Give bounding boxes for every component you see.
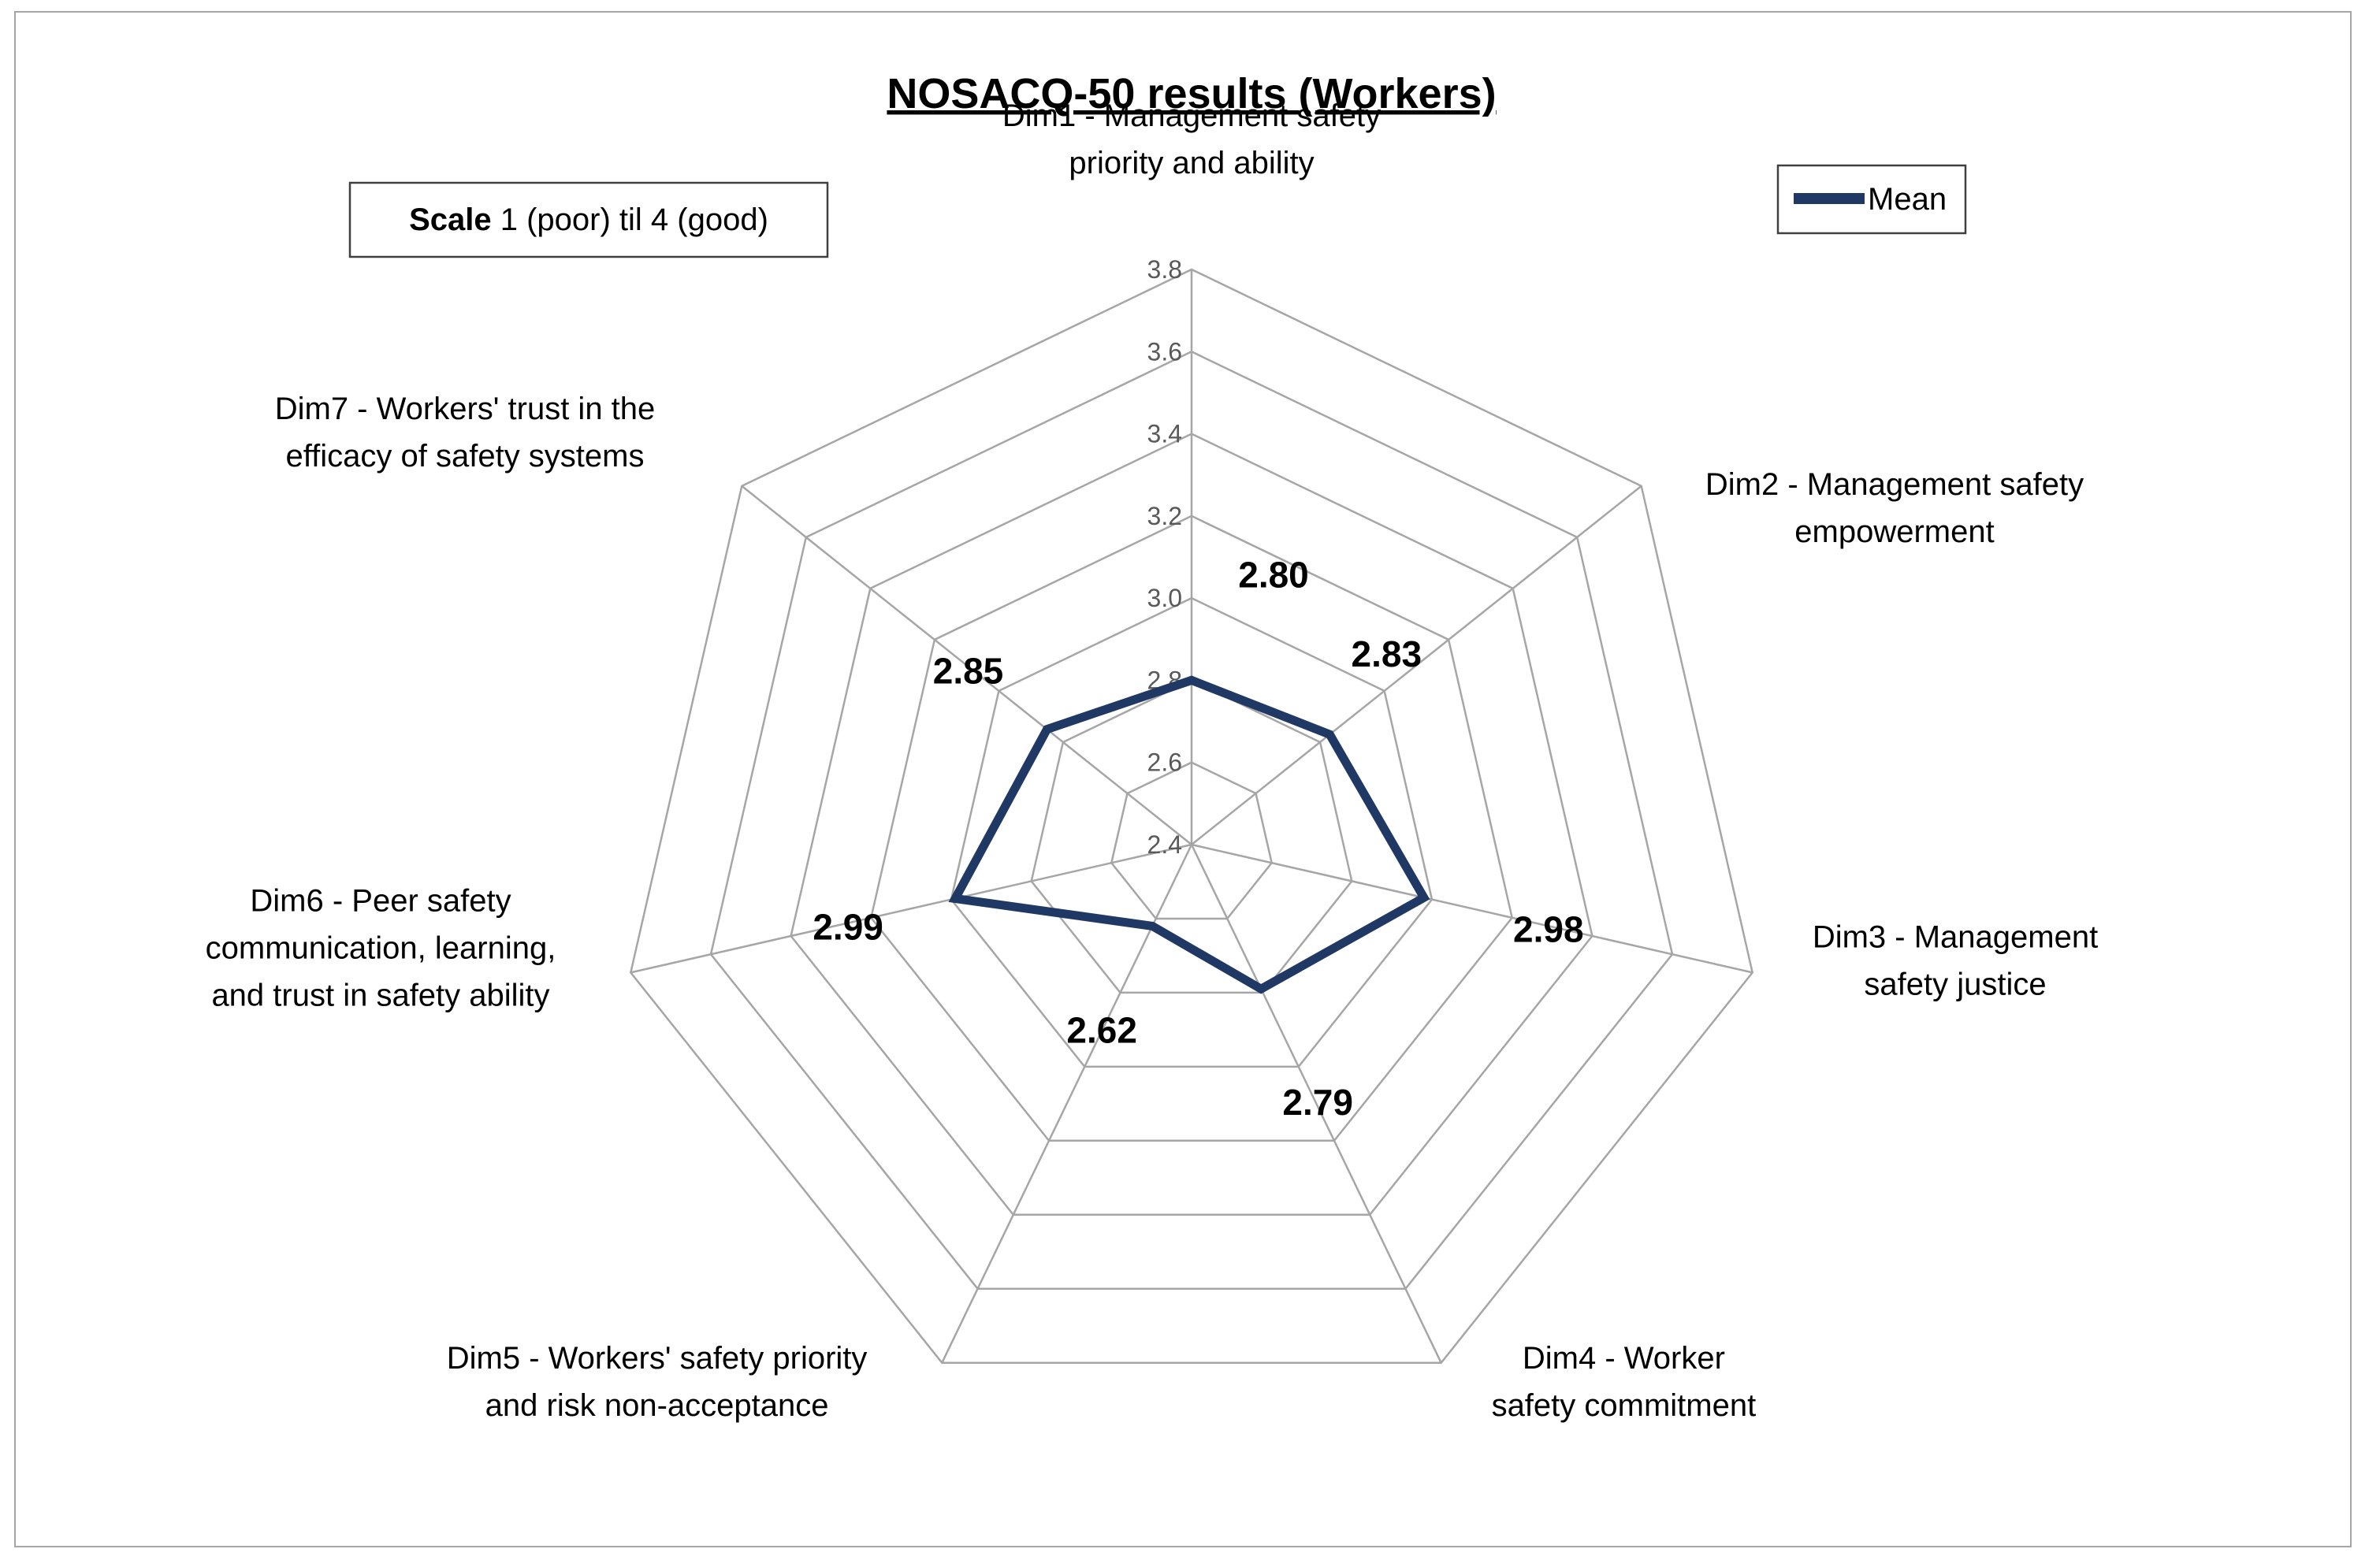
data-labels: 2.80 2.83 2.98 2.79 2.62 2.99 2.85 bbox=[813, 554, 1583, 1123]
data-label-dim4: 2.79 bbox=[1282, 1082, 1353, 1123]
tick-label-3.8: 3.8 bbox=[1147, 255, 1182, 284]
data-point-dim4 bbox=[1258, 986, 1265, 993]
axis-label-dim1-line1: Dim1 - Management safety bbox=[1002, 98, 1381, 133]
chart-frame bbox=[14, 11, 2352, 1547]
spoke-dim6 bbox=[630, 843, 1192, 974]
grid-ring-2.8 bbox=[1030, 679, 1353, 994]
axis-label-dim5-line2: and risk non-acceptance bbox=[485, 1388, 829, 1423]
axis-label-dim4-line1: Dim4 - Worker bbox=[1523, 1341, 1725, 1376]
axis-label-dim5-line1: Dim5 - Workers' safety priority bbox=[447, 1341, 868, 1376]
tick-label-3.6: 3.6 bbox=[1147, 337, 1182, 366]
tick-label-3.4: 3.4 bbox=[1147, 420, 1182, 448]
axis-label-dim1-line2: priority and ability bbox=[1069, 146, 1314, 180]
grid-ring-3.4 bbox=[790, 433, 1593, 1216]
data-label-dim2: 2.83 bbox=[1352, 633, 1422, 674]
spoke-dim5 bbox=[941, 844, 1193, 1364]
series-group bbox=[948, 675, 1430, 994]
axis-label-dim2-line1: Dim2 - Management safety bbox=[1705, 467, 2084, 502]
grid-ring-2.6 bbox=[1110, 761, 1274, 920]
scale-note-text: Scale 1 (poor) til 4 (good) bbox=[409, 202, 768, 237]
data-point-dim5 bbox=[1149, 923, 1156, 930]
axis-label-dim3-line2: safety justice bbox=[1864, 968, 2046, 1002]
axis-label-dim2: Dim2 - Management safety empowerment bbox=[1705, 467, 2084, 549]
legend-label-mean: Mean bbox=[1868, 182, 1947, 217]
tick-label-3.2: 3.2 bbox=[1147, 502, 1182, 530]
axis-label-dim4: Dim4 - Worker safety commitment bbox=[1492, 1341, 1757, 1423]
axis-label-dim6: Dim6 - Peer safety communication, learnin… bbox=[206, 884, 556, 1013]
scale-note-box bbox=[348, 181, 829, 258]
axis-label-dim6-line3: and trust in safety ability bbox=[211, 979, 549, 1013]
data-label-dim5: 2.62 bbox=[1066, 1009, 1137, 1050]
series-mean bbox=[948, 675, 1430, 994]
scale-note-bold: Scale bbox=[409, 202, 492, 237]
tick-label-3.0: 3.0 bbox=[1147, 584, 1182, 612]
axis-label-dim4-line2: safety commitment bbox=[1492, 1388, 1757, 1423]
grid-ring-3.0 bbox=[950, 596, 1434, 1068]
spoke-dim7 bbox=[741, 485, 1192, 845]
data-point-dim3 bbox=[1420, 894, 1427, 901]
grid-ring-3.8 bbox=[629, 268, 1754, 1364]
data-label-dim7: 2.85 bbox=[933, 651, 1004, 692]
legend[interactable]: Mean bbox=[1776, 164, 1967, 235]
axis-label-dim3-line1: Dim3 - Management bbox=[1813, 920, 2098, 955]
axis-label-dim7-line1: Dim7 - Workers' trust in the bbox=[275, 392, 656, 426]
data-point-dim1 bbox=[1188, 677, 1195, 684]
spoke-dim2 bbox=[1191, 485, 1642, 845]
grid-ring-3.2 bbox=[869, 514, 1514, 1142]
tick-label-2.4: 2.4 bbox=[1147, 830, 1182, 859]
data-point-dim2 bbox=[1326, 731, 1333, 738]
grid-ring-3.6 bbox=[709, 350, 1674, 1290]
chart-title: NOSACQ-50 results (Workers) bbox=[887, 70, 1496, 117]
axis-label-dim7-line2: efficacy of safety systems bbox=[286, 439, 645, 474]
data-label-dim3: 2.98 bbox=[1513, 908, 1584, 949]
axis-label-dim5: Dim5 - Workers' safety priority and risk … bbox=[447, 1341, 868, 1423]
data-label-dim1: 2.80 bbox=[1238, 554, 1309, 595]
spoke-dim4 bbox=[1190, 844, 1442, 1364]
radial-tick-labels: 2.42.62.83.03.23.43.63.8 bbox=[1147, 255, 1182, 859]
tick-label-2.6: 2.6 bbox=[1147, 748, 1182, 777]
axis-label-dim1: Dim1 - Management safety priority and abi… bbox=[1002, 98, 1381, 180]
axis-label-dim3: Dim3 - Management safety justice bbox=[1813, 920, 2098, 1002]
scale-note-rest: 1 (poor) til 4 (good) bbox=[492, 202, 768, 237]
spoke-dim3 bbox=[1191, 843, 1753, 974]
axis-label-dim2-line2: empowerment bbox=[1794, 514, 1994, 549]
data-point-dim7 bbox=[1043, 726, 1051, 733]
axis-label-dim7: Dim7 - Workers' trust in the efficacy of … bbox=[275, 392, 656, 474]
scale-note: Scale 1 (poor) til 4 (good) bbox=[348, 181, 829, 258]
axis-label-dim6-line2: communication, learning, bbox=[206, 931, 556, 966]
data-point-dim6 bbox=[952, 895, 959, 902]
axis-labels: Dim1 - Management safety priority and abi… bbox=[206, 98, 2099, 1423]
data-label-dim6: 2.99 bbox=[813, 907, 883, 948]
axis-label-dim6-line1: Dim6 - Peer safety bbox=[250, 884, 511, 919]
radar-grid bbox=[629, 268, 1754, 1364]
